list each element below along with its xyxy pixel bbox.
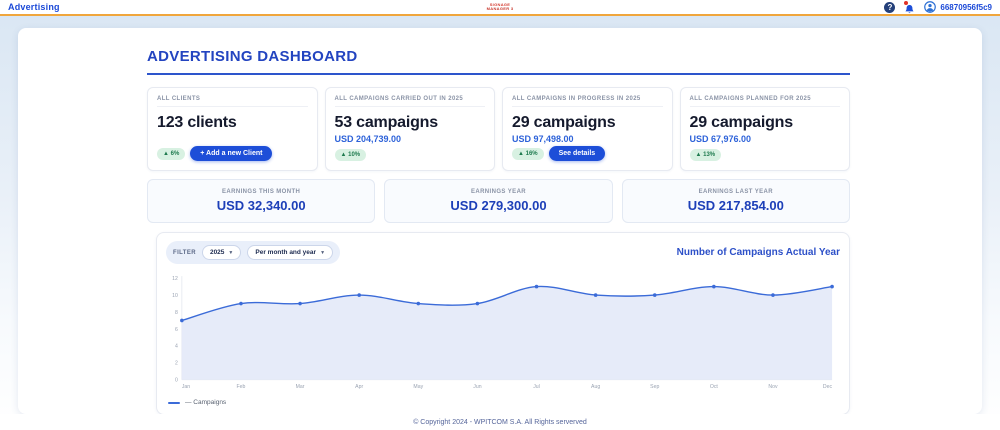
- stat-card-value: 53 campaigns: [334, 114, 439, 131]
- see-details-button[interactable]: See details: [548, 146, 606, 161]
- main-panel: ADVERTISING DASHBOARD ALL CLIENTS 123 cli…: [18, 28, 982, 414]
- stat-card-label: ALL CAMPAIGNS IN PROGRESS IN 2025: [512, 96, 663, 107]
- avatar-icon: [924, 1, 937, 13]
- trend-badge: ▲ 16%: [512, 147, 544, 160]
- period-select-value: Per month and year: [255, 249, 317, 256]
- stat-card-amount: USD 97,498.00: [512, 134, 574, 144]
- page-footer: © Copyright 2024 - WPITCOM S.A. All Righ…: [0, 414, 1000, 430]
- notifications-bell-icon[interactable]: [903, 0, 915, 13]
- period-select[interactable]: Per month and year ▼: [247, 245, 334, 260]
- svg-text:Jun: Jun: [473, 384, 481, 390]
- svg-text:4: 4: [175, 344, 178, 350]
- earning-label: EARNINGS THIS MONTH: [222, 189, 301, 195]
- svg-text:0: 0: [175, 378, 178, 384]
- earning-label: EARNINGS YEAR: [470, 189, 527, 195]
- chevron-down-icon: ▼: [320, 249, 326, 256]
- campaigns-chart-card: FILTER 2025 ▼ Per month and year ▼ Numbe…: [156, 232, 850, 414]
- bell-icon: [905, 4, 915, 13]
- svg-text:Aug: Aug: [591, 384, 600, 390]
- svg-text:Jul: Jul: [533, 384, 540, 390]
- app-brand[interactable]: Advertising: [8, 2, 60, 12]
- trend-badge: ▲ 10%: [334, 149, 367, 161]
- copyright-text: © Copyright 2024 - WPITCOM S.A. All Righ…: [413, 418, 587, 426]
- filter-bar: FILTER 2025 ▼ Per month and year ▼: [166, 241, 341, 264]
- stat-card-value: 123 clients: [157, 114, 237, 131]
- year-select-value: 2025: [209, 249, 225, 256]
- notification-badge: [903, 0, 910, 6]
- stat-card-amount: USD 204,739.00: [334, 134, 402, 144]
- svg-text:Nov: Nov: [768, 384, 778, 390]
- svg-text:Dec: Dec: [823, 384, 833, 390]
- svg-text:Feb: Feb: [237, 384, 246, 390]
- campaigns-area-chart[interactable]: 0 2 4 6 8 10 12 Jan Feb Mar Apr May Jun Jul Aug Sep Oct N…: [166, 270, 840, 396]
- legend-line-swatch: [168, 401, 180, 404]
- chevron-down-icon: ▼: [228, 249, 234, 256]
- user-menu[interactable]: 66870956f5c9: [924, 1, 992, 13]
- trend-badge: ▲ 6%: [157, 147, 186, 160]
- chart-legend[interactable]: — Campaigns: [166, 396, 840, 410]
- filter-label: FILTER: [173, 249, 196, 256]
- year-select[interactable]: 2025 ▼: [201, 245, 242, 260]
- svg-text:2: 2: [175, 361, 178, 367]
- earning-card: EARNINGS YEAR USD 279,300.00: [384, 179, 613, 223]
- earning-value: USD 217,854.00: [687, 198, 784, 213]
- legend-label: — Campaigns: [185, 399, 227, 406]
- svg-text:Oct: Oct: [710, 384, 719, 390]
- stat-card-label: ALL CAMPAIGNS PLANNED FOR 2025: [689, 96, 840, 107]
- company-logo-line2: MANAGER 3: [486, 6, 514, 11]
- stat-card: ALL CAMPAIGNS PLANNED FOR 2025 29 campaig…: [679, 87, 850, 171]
- stat-card: ALL CAMPAIGNS CARRIED OUT IN 2025 53 camp…: [324, 87, 495, 171]
- svg-text:12: 12: [172, 276, 178, 282]
- earning-card: EARNINGS THIS MONTH USD 32,340.00: [147, 179, 376, 223]
- stat-card-actions: ▲ 10%: [334, 149, 486, 161]
- top-bar: Advertising SIGNAGE MANAGER 3 ? 66870956…: [0, 0, 1000, 16]
- svg-text:Jan: Jan: [182, 384, 190, 390]
- trend-badge: ▲ 13%: [689, 149, 722, 161]
- stat-card-value: 29 campaigns: [512, 114, 616, 131]
- add-client-button[interactable]: + Add a new Client: [190, 146, 273, 161]
- chart-title: Number of Campaigns Actual Year: [676, 247, 840, 258]
- earning-card: EARNINGS LAST YEAR USD 217,854.00: [621, 179, 850, 223]
- company-logo-line1: SIGNAGE: [489, 2, 511, 7]
- stat-card-amount: USD 67,976.00: [689, 134, 752, 144]
- stat-card-actions: ▲ 13%: [689, 149, 841, 161]
- svg-text:Apr: Apr: [355, 384, 363, 390]
- stat-card: ALL CLIENTS 123 clients ▲ 6% + Add a new Cl…: [147, 87, 318, 171]
- user-id: 66870956f5c9: [940, 2, 992, 12]
- earning-value: USD 279,300.00: [450, 198, 547, 213]
- stat-cards-row: ALL CLIENTS 123 clients ▲ 6% + Add a new Cl…: [147, 87, 850, 171]
- svg-text:6: 6: [175, 327, 178, 333]
- help-icon[interactable]: ?: [884, 1, 896, 13]
- earning-label: EARNINGS LAST YEAR: [698, 189, 774, 195]
- svg-text:10: 10: [172, 293, 178, 299]
- company-logo: SIGNAGE MANAGER 3: [0, 3, 1000, 11]
- svg-text:May: May: [413, 384, 423, 390]
- stat-card-value: 29 campaigns: [689, 114, 794, 131]
- stat-card-label: ALL CAMPAIGNS CARRIED OUT IN 2025: [334, 96, 485, 107]
- earnings-row: EARNINGS THIS MONTH USD 32,340.00 EARNINGS…: [147, 179, 850, 223]
- svg-text:Sep: Sep: [650, 384, 659, 390]
- svg-text:8: 8: [175, 310, 178, 316]
- svg-text:Mar: Mar: [296, 384, 305, 390]
- stat-card-label: ALL CLIENTS: [157, 96, 308, 107]
- stat-card-actions: ▲ 16% See details: [512, 146, 663, 161]
- earning-value: USD 32,340.00: [216, 198, 306, 213]
- stat-card: ALL CAMPAIGNS IN PROGRESS IN 2025 29 camp…: [502, 87, 673, 171]
- page-title: ADVERTISING DASHBOARD: [147, 48, 850, 75]
- stat-card-actions: ▲ 6% + Add a new Client: [157, 146, 308, 161]
